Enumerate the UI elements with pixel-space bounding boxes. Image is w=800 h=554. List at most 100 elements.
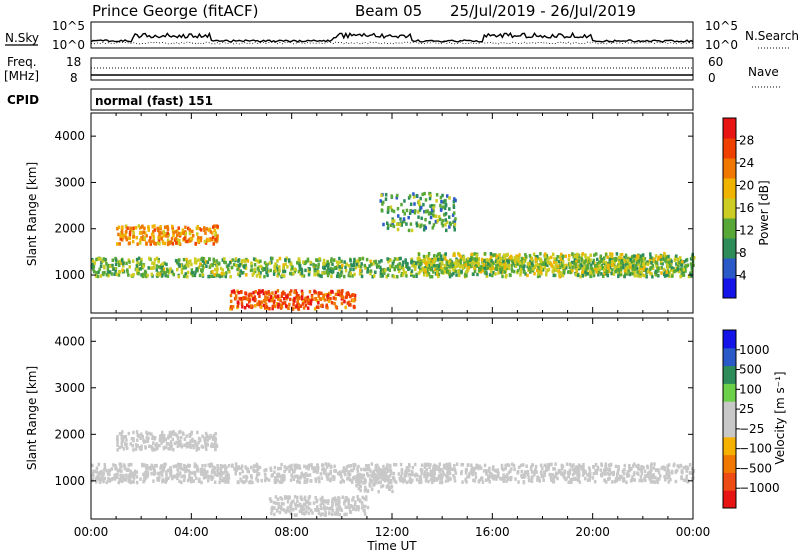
echo-cell — [450, 259, 453, 264]
echo-cell — [540, 471, 543, 475]
echo-cell — [307, 506, 311, 511]
echo-cell — [132, 231, 135, 235]
echo-cell — [169, 444, 172, 449]
echo-cell — [377, 469, 381, 473]
echo-cell — [249, 465, 253, 470]
echo-cell — [299, 495, 303, 500]
echo-cell — [569, 263, 572, 267]
echo-cell — [152, 472, 156, 476]
echo-cell — [125, 438, 128, 442]
echo-cell — [593, 253, 596, 257]
echo-cell — [272, 506, 276, 510]
echo-cell — [509, 477, 513, 482]
echo-cell — [417, 265, 421, 269]
echo-cell — [459, 258, 462, 263]
echo-cell — [608, 472, 611, 477]
echo-cell — [93, 261, 97, 265]
echo-cell — [304, 303, 308, 308]
colorbar-tick-label: −1000 — [739, 481, 780, 495]
echo-cell — [396, 227, 400, 232]
echo-cell — [619, 270, 623, 274]
echo-cell — [223, 477, 227, 482]
echo-cell — [224, 260, 227, 265]
echo-cell — [288, 297, 292, 302]
echo-cell — [584, 272, 588, 277]
echo-cell — [137, 267, 141, 272]
echo-cell — [629, 257, 632, 262]
echo-cell — [198, 226, 202, 231]
echo-cell — [303, 495, 307, 500]
echo-cell — [251, 480, 254, 485]
echo-cell — [170, 269, 174, 274]
echo-cell — [190, 262, 193, 267]
echo-cell — [337, 503, 341, 507]
echo-cell — [352, 260, 356, 265]
echo-cell — [165, 473, 168, 477]
echo-cell — [471, 470, 475, 474]
echo-cell — [252, 468, 255, 472]
echo-cell — [370, 487, 374, 492]
echo-cell — [140, 236, 143, 240]
echo-cell — [560, 271, 563, 275]
echo-cell — [662, 257, 665, 261]
echo-cell — [234, 263, 238, 268]
echo-cell — [379, 267, 383, 272]
echo-cell — [556, 255, 559, 259]
echo-cell — [581, 273, 585, 277]
echo-cell — [163, 241, 167, 246]
power-echo-cells — [91, 191, 696, 311]
echo-cell — [556, 264, 560, 269]
echo-cell — [491, 474, 495, 479]
echo-cell — [619, 272, 623, 276]
echo-cell — [293, 466, 297, 471]
echo-cell — [319, 497, 323, 502]
echo-cell — [583, 264, 586, 269]
echo-cell — [394, 264, 397, 269]
echo-cell — [121, 238, 124, 242]
echo-cell — [230, 306, 234, 311]
echo-cell — [274, 304, 277, 309]
echo-cell — [327, 511, 331, 516]
echo-cell — [630, 467, 633, 471]
echo-cell — [520, 267, 523, 272]
echo-cell — [417, 271, 421, 275]
echo-cell — [404, 472, 407, 476]
echo-cell — [595, 471, 598, 476]
echo-cell — [562, 471, 565, 476]
velocity-colorbar-frame — [722, 329, 737, 509]
echo-cell — [425, 468, 428, 472]
echo-cell — [168, 470, 172, 474]
echo-cell — [578, 480, 582, 484]
echo-cell — [365, 257, 369, 262]
echo-cell — [407, 473, 411, 477]
echo-cell — [376, 476, 380, 481]
echo-cell — [204, 441, 207, 446]
echo-cell — [203, 239, 207, 244]
echo-cell — [343, 499, 346, 504]
echo-cell — [532, 267, 535, 271]
echo-cell — [684, 258, 688, 263]
echo-cell — [265, 305, 269, 309]
echo-cell — [689, 257, 693, 261]
echo-cell — [415, 221, 418, 226]
echo-cell — [350, 293, 354, 298]
echo-cell — [162, 446, 166, 451]
echo-cell — [180, 474, 183, 479]
echo-cell — [282, 296, 286, 301]
echo-cell — [205, 260, 208, 264]
echo-cell — [157, 258, 160, 262]
echo-cell — [448, 274, 452, 279]
echo-cell — [614, 258, 617, 263]
echo-cell — [539, 259, 543, 264]
echo-cell — [93, 469, 96, 474]
echo-cell — [369, 259, 372, 264]
echo-cell — [200, 467, 204, 472]
echo-cell — [149, 467, 152, 471]
echo-cell — [151, 435, 155, 439]
echo-cell — [258, 289, 261, 293]
date-range: 25/Jul/2019 - 26/Jul/2019 — [450, 2, 636, 20]
echo-cell — [415, 223, 419, 228]
echo-cell — [250, 261, 253, 265]
echo-cell — [671, 266, 674, 270]
echo-cell — [429, 463, 432, 467]
